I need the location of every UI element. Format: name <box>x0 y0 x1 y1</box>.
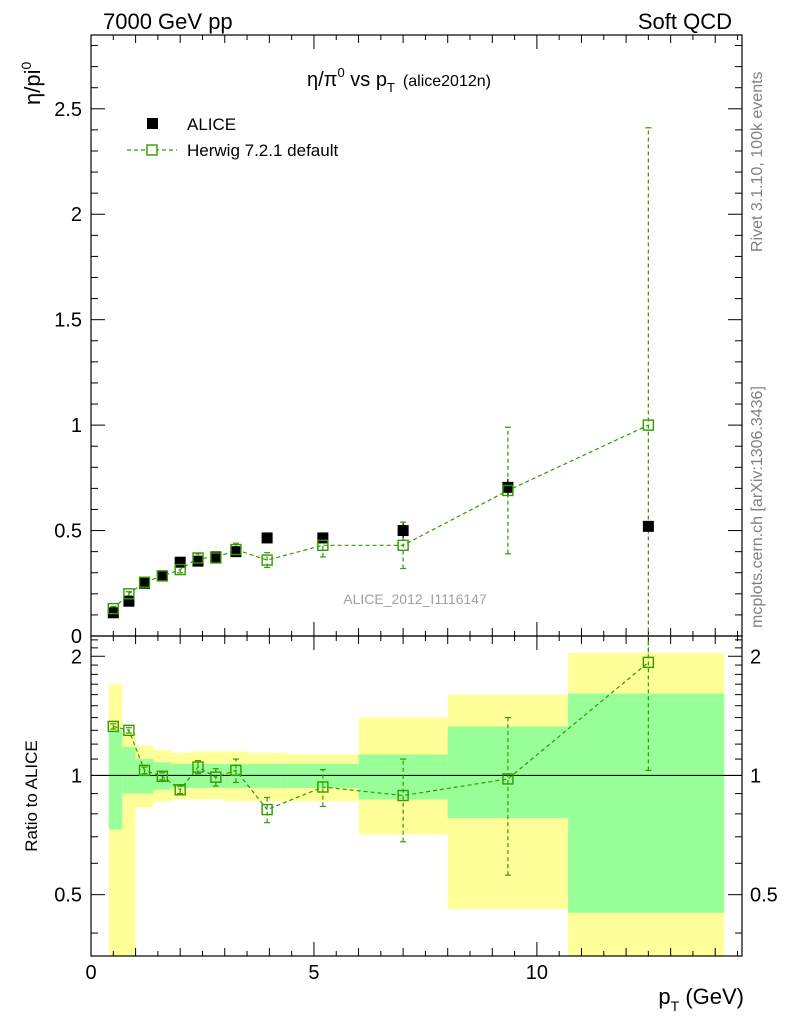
herwig-point <box>261 554 273 566</box>
legend-alice-label: ALICE <box>187 115 236 134</box>
ratio-y-tick-label: 0.5 <box>54 885 82 907</box>
alice-point <box>230 546 242 558</box>
ratio-herwig-point <box>230 764 242 777</box>
mcplots-label: mcplots.cern.ch [arXiv:1306.3436] <box>749 386 766 628</box>
herwig-line <box>112 424 649 610</box>
ratio-y-tick-label: 1 <box>71 765 82 787</box>
plot-title: η/π0 vs pT (alice2012n) <box>307 65 491 95</box>
ratio-y-tick-label-right: 0.5 <box>750 885 778 907</box>
herwig-point <box>642 419 655 431</box>
ratio-band-green <box>568 693 725 913</box>
alice-point <box>192 555 204 567</box>
x-tick-label: 0 <box>85 962 96 984</box>
ratio-herwig-point <box>502 773 514 785</box>
legend: ALICE Herwig 7.2.1 default <box>127 115 338 160</box>
main-y-tick-label: 0 <box>71 626 82 648</box>
herwig-point <box>123 588 135 600</box>
ratio-y-tick-label: 2 <box>71 646 82 668</box>
header-left: 7000 GeV pp <box>103 9 233 34</box>
plot-title-sup: 0 <box>337 65 344 80</box>
herwig-point <box>138 576 151 588</box>
main-ylabel: η/pi0 <box>18 62 45 105</box>
alice-point <box>210 551 222 563</box>
alice-point <box>107 607 119 619</box>
ratio-band-green <box>135 759 154 794</box>
ratio-herwig-point <box>156 770 169 783</box>
herwig-point <box>192 552 204 564</box>
herwig-point <box>107 602 119 615</box>
ratio-panel: 0 5 10 0.5 0.5 1 1 2 2 Ratio to ALICE pT (GeV) <box>22 635 778 1014</box>
herwig-point <box>397 539 409 552</box>
alice-point <box>642 520 654 532</box>
ratio-axis-ticks: 0 5 10 0.5 0.5 1 1 2 2 <box>54 636 778 984</box>
alice-point <box>174 556 186 568</box>
herwig-point <box>174 563 186 576</box>
alice-point <box>139 577 151 589</box>
main-y-tick-label: 2.5 <box>54 99 82 121</box>
ratio-y-tick-label-right: 2 <box>750 646 761 668</box>
ratio-herwig-point <box>317 781 329 793</box>
legend-herwig-label: Herwig 7.2.1 default <box>187 141 338 160</box>
ratio-herwig-point <box>397 789 409 802</box>
ratio-ylabel: Ratio to ALICE <box>22 740 41 852</box>
ratio-band-green <box>122 746 136 794</box>
legend-alice-marker <box>147 118 158 129</box>
header-right: Soft QCD <box>638 9 732 34</box>
x-tick-label: 5 <box>308 962 319 984</box>
analysis-watermark: ALICE_2012_I1116147 <box>343 591 487 607</box>
herwig-point <box>317 539 329 552</box>
plot-title-mid: vs p <box>345 69 387 91</box>
ratio-band-green <box>108 730 123 830</box>
x-axis-label-main: p <box>658 984 670 1009</box>
ratio-plot-area <box>91 636 742 876</box>
ratio-herwig-point <box>261 803 273 816</box>
main-plot-area <box>107 127 655 724</box>
main-y-tick-label: 1.5 <box>54 310 82 332</box>
alice-point <box>397 525 409 537</box>
main-axis-ticks: 0 0.5 1 1.5 2 2.5 <box>54 35 742 648</box>
ratio-bands <box>108 652 725 956</box>
main-ylabel-sup: 0 <box>18 62 34 70</box>
ratio-herwig-point <box>107 720 119 733</box>
main-panel: 00.511.522.5 η/π0 vs pT (alice2012n) η/pi… <box>18 34 743 724</box>
ratio-herwig-point <box>642 656 655 669</box>
herwig-point <box>210 552 222 564</box>
plot-title-main: η/π <box>307 69 337 91</box>
legend-herwig-marker <box>146 144 158 156</box>
alice-point <box>317 532 329 544</box>
herwig-point <box>156 570 169 582</box>
plot-title-sub: T <box>387 80 395 95</box>
main-y-tick-label: 2 <box>71 204 82 226</box>
main-y-tick-label: 0.5 <box>54 521 82 543</box>
x-tick-label: 10 <box>526 962 548 984</box>
ratio-herwig-point <box>123 724 135 737</box>
main-ylabel-main: η/pi <box>20 70 45 105</box>
alice-point <box>261 532 273 544</box>
ratio-herwig-point <box>210 771 222 783</box>
alice-point <box>156 570 168 582</box>
ratio-herwig-point <box>174 784 186 796</box>
rivet-label: Rivet 3.1.10, 100k events <box>749 71 766 252</box>
ratio-herwig-point <box>192 761 204 773</box>
ratio-frame <box>90 635 743 957</box>
ratio-y-tick-label-right: 1 <box>750 765 761 787</box>
alice-point <box>123 595 135 607</box>
x-axis-label-unit: (GeV) <box>679 984 744 1009</box>
alice-point <box>502 481 514 493</box>
herwig-point <box>230 543 242 556</box>
x-axis-label-sub: T <box>671 998 680 1014</box>
plot-title-tag: (alice2012n) <box>403 73 491 90</box>
main-y-tick-label: 1 <box>71 415 82 437</box>
ratio-herwig-point <box>138 764 151 777</box>
x-axis-label: pT (GeV) <box>658 984 744 1014</box>
herwig-point <box>502 484 514 497</box>
